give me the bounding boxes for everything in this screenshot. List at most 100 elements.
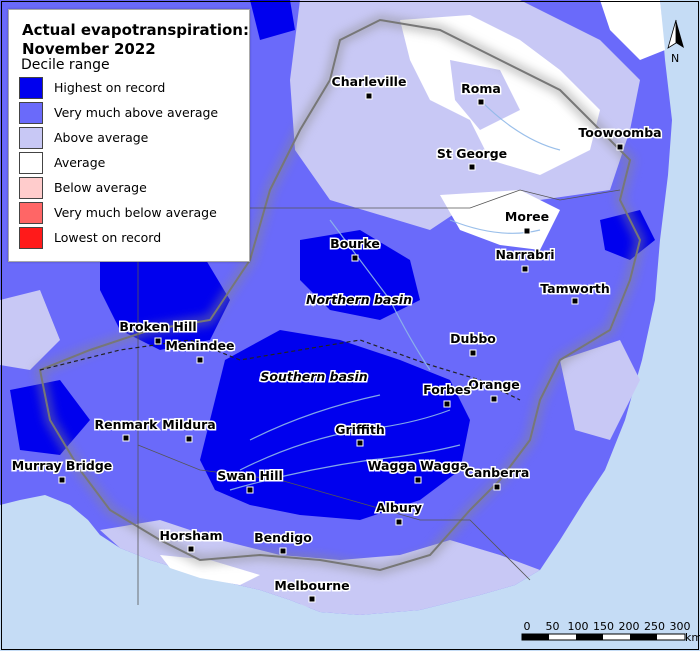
town-label: Menindee (166, 338, 235, 353)
town-dot (443, 400, 451, 408)
town-dot (246, 486, 254, 494)
legend-swatch (19, 127, 43, 149)
town-marker: Roma (460, 80, 502, 106)
town-marker: St George (435, 145, 509, 171)
map-title-line2: November 2022 (22, 40, 156, 58)
town-dot (493, 483, 501, 491)
town-marker: Renmark (93, 416, 160, 442)
town-dot (365, 92, 373, 100)
map-title: Actual evapotranspiration: November 2022 (22, 21, 249, 59)
town-label: Dubbo (450, 331, 496, 346)
basin-divide (39, 339, 521, 401)
legend-swatch (19, 177, 43, 199)
scale-tick-label: 200 (619, 620, 640, 633)
town-marker: Canberra (463, 464, 531, 491)
town-dot (356, 439, 364, 447)
town-marker: Tamworth (539, 280, 611, 305)
town-dot (395, 518, 403, 526)
town-dot (523, 227, 531, 235)
town-label: Albury (376, 500, 422, 515)
town-dot (468, 163, 476, 171)
scale-tick-label: 0 (524, 620, 531, 633)
town-dot (185, 435, 193, 443)
town-marker: Mildura (161, 416, 217, 443)
north-highest (300, 230, 420, 320)
town-marker: Narrabri (494, 246, 556, 273)
southeast-light (560, 340, 640, 440)
legend-item: Average (19, 152, 247, 177)
town-marker: Melbourne (273, 577, 351, 603)
legend-heading: Decile range (21, 57, 110, 73)
town-label: Swan Hill (217, 468, 283, 483)
scale-tick-label: 150 (593, 620, 614, 633)
town-marker: Forbes (422, 381, 472, 408)
town-label: Charleville (332, 74, 407, 89)
southern-coastal-white (160, 555, 260, 585)
town-dot (279, 547, 287, 555)
legend-item: Very much below average (19, 202, 247, 227)
town-dot (477, 98, 485, 106)
town-marker: Horsham (158, 527, 224, 553)
scale-tick-label: 250 (644, 620, 665, 633)
north-lightpatch (450, 60, 520, 130)
scale-bar (521, 633, 686, 641)
basin-label: Southern basin (260, 369, 367, 384)
state-border-qld (138, 189, 621, 209)
north-highest-2 (250, 0, 295, 40)
legend-swatch (19, 152, 43, 174)
legend-swatch (19, 202, 43, 224)
town-label: Canberra (465, 465, 530, 480)
town-label: Moree (505, 209, 549, 224)
town-label: Mildura (162, 417, 215, 432)
legend-item: Above average (19, 127, 247, 152)
scale-unit: km (685, 631, 700, 644)
legend-label: Average (54, 155, 106, 170)
town-label: Orange (468, 377, 520, 392)
town-marker: Moree (503, 208, 551, 235)
legend-item: Lowest on record (19, 227, 247, 252)
town-label: Renmark (95, 417, 159, 432)
basin-label: Northern basin (306, 292, 412, 307)
town-label: Broken Hill (119, 319, 196, 334)
town-marker: Griffith (334, 421, 386, 447)
town-marker: Murray Bridge (10, 457, 114, 484)
southern-highest-core (200, 330, 470, 520)
basin-boundary-line (38, 18, 642, 572)
town-marker: Dubbo (449, 330, 498, 357)
town-label: Narrabri (495, 247, 554, 262)
rivers (229, 99, 561, 491)
town-dot (521, 265, 529, 273)
town-dot (351, 254, 359, 262)
legend-item: Below average (19, 177, 247, 202)
town-label: Bourke (330, 236, 380, 251)
town-marker: Broken Hill (118, 318, 198, 345)
north-arrow-icon (667, 19, 684, 49)
legend-label: Lowest on record (54, 230, 162, 245)
scale-tick-label: 300 (670, 620, 691, 633)
town-dot (616, 143, 624, 151)
northeast-white (600, 0, 665, 60)
town-dot (58, 476, 66, 484)
town-label: Melbourne (274, 578, 349, 593)
town-marker: Charleville (330, 73, 408, 100)
town-marker: Menindee (164, 337, 236, 364)
town-label: Horsham (159, 528, 222, 543)
town-marker: Albury (374, 499, 424, 526)
scale-tick-label: 100 (568, 620, 589, 633)
town-dot (490, 395, 498, 403)
legend-label: Below average (54, 180, 147, 195)
north-white-patches-2 (440, 190, 560, 250)
legend-label: Highest on record (54, 80, 166, 95)
southern-coastal-light (100, 520, 540, 615)
town-marker: Bendigo (253, 529, 314, 555)
legend-swatch (19, 227, 43, 249)
town-label: Forbes (423, 382, 471, 397)
town-label: Toowoomba (578, 125, 661, 140)
town-label: Tamworth (540, 281, 610, 296)
state-border-vic (137, 444, 531, 581)
town-label: Bendigo (254, 530, 312, 545)
map-title-line1: Actual evapotranspiration: (22, 21, 249, 39)
town-dot (308, 595, 316, 603)
town-marker: Bourke (329, 235, 381, 262)
legend-label: Very much above average (54, 105, 219, 120)
